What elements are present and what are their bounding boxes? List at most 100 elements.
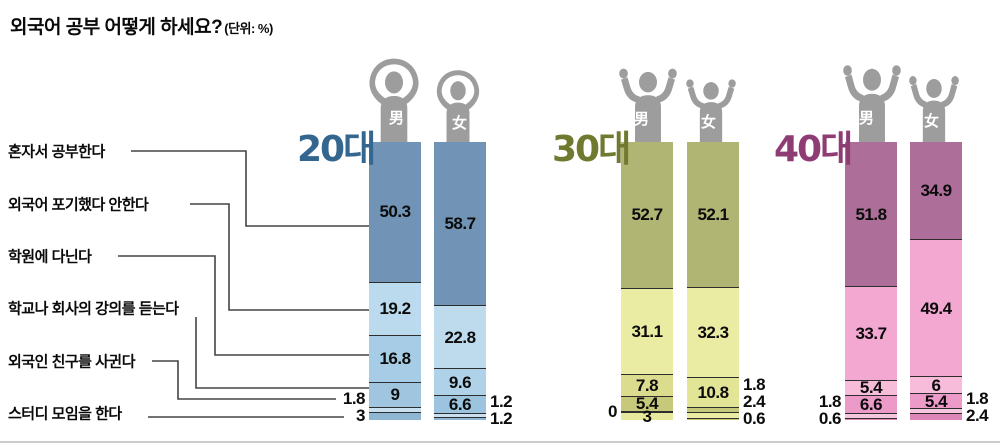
segment-value-outside: 0.6 — [743, 409, 766, 429]
segment-value-outside: 0 — [608, 401, 617, 421]
segment-value-outside: 3 — [356, 406, 365, 426]
segment-value-outside: 2.4 — [966, 406, 989, 426]
category-label-lectures: 학교나 회사의 강의를 듣는다 — [8, 300, 179, 318]
segment-value: 22.8 — [444, 327, 476, 347]
segment-value-outside: 1.8 — [818, 391, 842, 411]
bar-segment — [434, 413, 486, 417]
bar-segment — [845, 418, 897, 420]
chart-title: 외국어 공부 어떻게 하세요? (단위: %) — [10, 12, 273, 39]
bar-segment: 32.3 — [687, 286, 739, 377]
cheering-woman-silhouette-icon — [436, 70, 480, 144]
bar-segment: 7.8 — [621, 374, 673, 396]
segment-value: 6 — [931, 375, 941, 395]
group-label-20s: 20대 — [297, 129, 376, 170]
segment-value-outside: 1.8 — [342, 389, 366, 409]
bar-segment — [687, 418, 739, 420]
segment-value-outside: 1.8 — [743, 375, 766, 395]
segment-value: 3 — [642, 406, 652, 426]
bar-segment: 6.6 — [845, 394, 897, 414]
bar-segment: 33.7 — [845, 286, 897, 380]
bar-segment — [369, 411, 421, 421]
bar-40s-male: 51.8 33.7 5.4 6.6 — [845, 142, 897, 420]
segment-value: 32.3 — [697, 322, 729, 342]
segment-value: 5.4 — [635, 394, 659, 414]
segment-value: 34.9 — [920, 181, 952, 200]
bar-segment: 49.4 — [910, 239, 962, 377]
segment-value: 51.8 — [855, 204, 887, 224]
bar-30s-male: 52.7 31.1 7.8 5.4 3 — [621, 142, 673, 425]
gender-label-30s-male: 男 — [634, 111, 650, 128]
category-label-academy: 학원에 다닌다 — [8, 248, 92, 266]
segment-value: 6.6 — [859, 394, 883, 414]
connector-foreign-friend — [152, 360, 336, 400]
segment-value: 49.4 — [920, 298, 952, 318]
cheering-woman-silhouette-icon — [909, 75, 959, 144]
bar-segment: 6.6 — [434, 395, 486, 415]
segment-value-outside: 1.2 — [490, 391, 513, 411]
group-label-30s: 30대 — [552, 129, 631, 170]
segment-value-outside: 1.8 — [966, 389, 989, 409]
gender-label-30s-female: 女 — [701, 114, 717, 131]
category-label-foreign-friend: 외국인 친구를 사귄다 — [8, 353, 136, 371]
bar-segment: 9 — [369, 381, 421, 407]
bar-segment: 52.7 — [621, 142, 673, 288]
gender-label-20s-female: 女 — [452, 115, 468, 132]
gender-label-40s-male: 男 — [859, 110, 875, 127]
gender-label-20s-male: 男 — [389, 110, 405, 127]
segment-value: 7.8 — [635, 375, 659, 395]
bar-segment: 58.7 — [434, 142, 486, 306]
segment-value: 19.2 — [379, 299, 411, 319]
chart-unit-label: (단위: %) — [224, 21, 273, 36]
bar-segment — [434, 416, 486, 421]
segment-value: 9 — [390, 385, 400, 405]
segment-value: 5.4 — [924, 391, 948, 411]
segment-value: 6.6 — [448, 395, 472, 415]
bar-segment: 5.4 — [910, 391, 962, 411]
segment-value: 5.4 — [859, 378, 883, 398]
segment-value: 52.7 — [631, 205, 663, 225]
bar-segment: 9.6 — [434, 368, 486, 396]
segment-value: 9.6 — [448, 372, 472, 392]
gender-label-40s-female: 女 — [924, 113, 940, 130]
bar-segment — [910, 413, 962, 420]
bar-segment: 22.8 — [434, 305, 486, 369]
bar-20s-female: 58.7 22.8 9.6 6.6 — [434, 142, 486, 421]
bar-segment: 52.1 — [687, 142, 739, 287]
segment-value: 50.3 — [379, 202, 411, 222]
bar-segment — [687, 411, 739, 419]
segment-value: 31.1 — [631, 322, 663, 342]
bar-segment: 50.3 — [369, 142, 421, 282]
bar-segment — [369, 406, 421, 412]
segment-value: 10.8 — [697, 382, 729, 402]
category-label-gave-up: 외국어 포기했다 안한다 — [8, 196, 149, 214]
segment-value-outside: 0.6 — [818, 408, 842, 428]
bar-segment: 5.4 — [845, 378, 897, 398]
segment-value: 33.7 — [855, 323, 887, 343]
bar-segment: 3 — [621, 408, 673, 425]
chart-title-text: 외국어 공부 어떻게 하세요? — [10, 17, 223, 38]
bar-segment — [910, 408, 962, 414]
bar-segment — [621, 410, 673, 412]
bar-segment: 51.8 — [845, 142, 897, 286]
group-label-40s: 40대 — [774, 129, 853, 170]
bar-segment — [687, 406, 739, 412]
bar-segment: 19.2 — [369, 281, 421, 336]
segment-value: 58.7 — [444, 214, 476, 234]
segment-value: 16.8 — [379, 349, 411, 369]
segment-value-outside: 2.4 — [743, 392, 766, 412]
bar-segment: 10.8 — [687, 376, 739, 407]
bar-segment: 6 — [910, 375, 962, 395]
bar-20s-male: 50.3 19.2 16.8 9 — [369, 142, 421, 421]
connector-gave-up — [190, 203, 369, 311]
bar-segment: 34.9 — [910, 142, 962, 240]
segment-value-outside: 1.2 — [490, 408, 513, 428]
cheering-woman-silhouette-icon — [686, 79, 736, 142]
bar-segment: 31.1 — [621, 287, 673, 375]
bar-40s-female: 34.9 49.4 6 5.4 — [910, 142, 962, 420]
bar-segment: 5.4 — [621, 394, 673, 414]
category-label-self-study: 혼자서 공부한다 — [8, 143, 105, 161]
bar-segment: 16.8 — [369, 335, 421, 382]
category-label-study-group: 스터디 모임을 한다 — [8, 405, 122, 423]
segment-value: 52.1 — [697, 204, 729, 224]
